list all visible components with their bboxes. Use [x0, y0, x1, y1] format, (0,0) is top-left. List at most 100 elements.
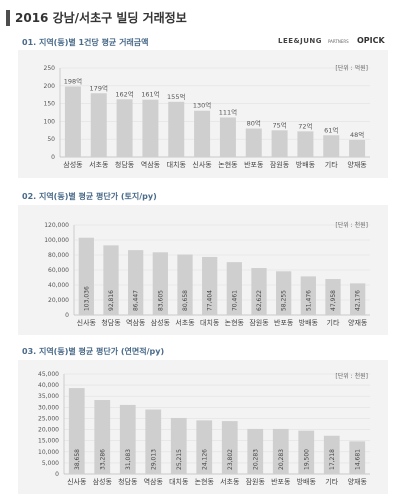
data-label: 48억 [350, 131, 364, 139]
category-label: 신사동 [77, 318, 97, 327]
category-label: 서초동 [175, 318, 195, 327]
y-tick-label: 250 [44, 65, 56, 72]
bar [142, 99, 159, 157]
bar [90, 93, 107, 157]
data-label: 80,658 [182, 290, 189, 311]
bar [145, 409, 162, 474]
y-tick-label: 25,000 [38, 415, 59, 422]
bar [349, 441, 366, 474]
category-label: 방배동 [296, 160, 316, 169]
category-label: 양재동 [348, 478, 368, 486]
data-label: 25,215 [176, 449, 183, 470]
y-tick-label: 200 [44, 83, 56, 90]
category-label: 역삼동 [141, 160, 161, 169]
category-label: 논현동 [195, 478, 215, 486]
y-tick-label: 50 [47, 136, 55, 143]
category-label: 기타 [325, 160, 338, 169]
bar [245, 128, 262, 157]
bar [276, 271, 292, 315]
y-tick-label: 15,000 [38, 438, 59, 445]
chart3-panel: 0 5,000 10,000 15,000 20,000 25,000 30,000 35,0… [18, 360, 388, 494]
bar [152, 252, 168, 315]
y-tick-label: 45,000 [38, 371, 59, 378]
y-tick-label: 20,000 [48, 297, 69, 304]
data-label: 198억 [64, 78, 82, 86]
y-tick-label: 100,000 [44, 237, 69, 244]
data-label: 19,500 [303, 449, 310, 470]
category-label: 반포동 [271, 477, 291, 486]
bar [219, 117, 236, 157]
bar [272, 428, 289, 474]
bar [103, 245, 119, 315]
unit-label: [단위 : 억원] [335, 64, 368, 72]
y-tick-label: 40,000 [38, 382, 59, 389]
bar [119, 404, 136, 474]
category-label: 삼성동 [63, 160, 83, 169]
bar [323, 135, 340, 157]
y-tick-label: 150 [44, 101, 56, 108]
bar [300, 276, 316, 315]
chart2-svg: 0 20,000 40,000 60,000 80,000 100,000 120,000 [… [44, 221, 370, 327]
bar [68, 388, 85, 474]
data-label: 51,476 [305, 290, 312, 311]
bar [78, 237, 94, 315]
category-label: 양재동 [348, 319, 368, 327]
chart3-title: 03. 지역(동)별 평균 평단가 (연면적/py) [22, 347, 165, 356]
category-label: 삼성동 [151, 318, 171, 327]
category-label: 삼성동 [93, 477, 113, 486]
y-tick-label: 80,000 [48, 252, 69, 259]
data-label: 17,218 [329, 449, 336, 470]
data-label: 130억 [193, 102, 211, 110]
y-tick-label: 0 [65, 312, 69, 319]
data-label: 179억 [90, 84, 108, 92]
data-label: 161억 [141, 91, 159, 99]
data-label: 75억 [272, 121, 286, 129]
category-label: 잠원동 [249, 318, 269, 327]
y-tick-label: 5,000 [42, 460, 59, 467]
bar [194, 110, 211, 157]
data-label: 47,958 [330, 290, 337, 311]
data-label: 38,658 [74, 449, 81, 470]
data-label: 92,816 [108, 290, 115, 311]
category-label: 청담동 [101, 318, 121, 327]
category-label: 신사동 [192, 160, 212, 169]
data-label: 111억 [219, 108, 237, 116]
category-label: 대치동 [169, 477, 189, 486]
bar [177, 254, 193, 315]
data-label: 23,802 [227, 449, 234, 470]
category-label: 방배동 [297, 477, 317, 486]
data-label: 103,036 [83, 286, 90, 311]
y-tick-label: 100 [44, 118, 56, 125]
category-label: 역삼동 [144, 477, 164, 486]
data-label: 31,083 [125, 449, 132, 470]
y-tick-label: 20,000 [38, 427, 59, 434]
data-label: 155억 [167, 93, 185, 101]
bar [297, 131, 314, 157]
y-tick-label: 30,000 [38, 404, 59, 411]
bar [247, 428, 264, 474]
data-label: 83,605 [157, 290, 164, 311]
chart1-panel: 0 50 100 150 200 250 [단위 : 억원] 198억 삼성동 179억 서초동 16… [18, 50, 388, 178]
data-label: 86,447 [133, 290, 140, 311]
category-label: 청담동 [118, 477, 138, 486]
bar [226, 262, 242, 315]
category-label: 잠원동 [246, 477, 266, 486]
data-label: 14,681 [354, 449, 361, 470]
y-tick-label: 0 [55, 471, 59, 478]
data-label: 61억 [324, 126, 338, 134]
bar [196, 420, 213, 474]
category-label: 대치동 [200, 318, 220, 327]
data-label: 20,283 [278, 449, 285, 470]
data-label: 62,622 [256, 290, 263, 311]
chart1-title: 01. 지역(동)별 1건당 평균 거래금액 [22, 38, 149, 47]
category-label: 방배동 [299, 318, 319, 327]
bar [116, 99, 133, 157]
unit-label: [단위 : 천원] [335, 372, 368, 380]
category-label: 서초동 [89, 160, 109, 169]
y-tick-label: 10,000 [38, 449, 59, 456]
chart2-title: 02. 지역(동)별 평균 평단가 (토지/py) [22, 192, 157, 201]
category-label: 논현동 [218, 161, 238, 169]
data-label: 58,255 [281, 290, 288, 311]
category-label: 반포동 [244, 160, 264, 169]
data-label: 162억 [115, 90, 133, 98]
